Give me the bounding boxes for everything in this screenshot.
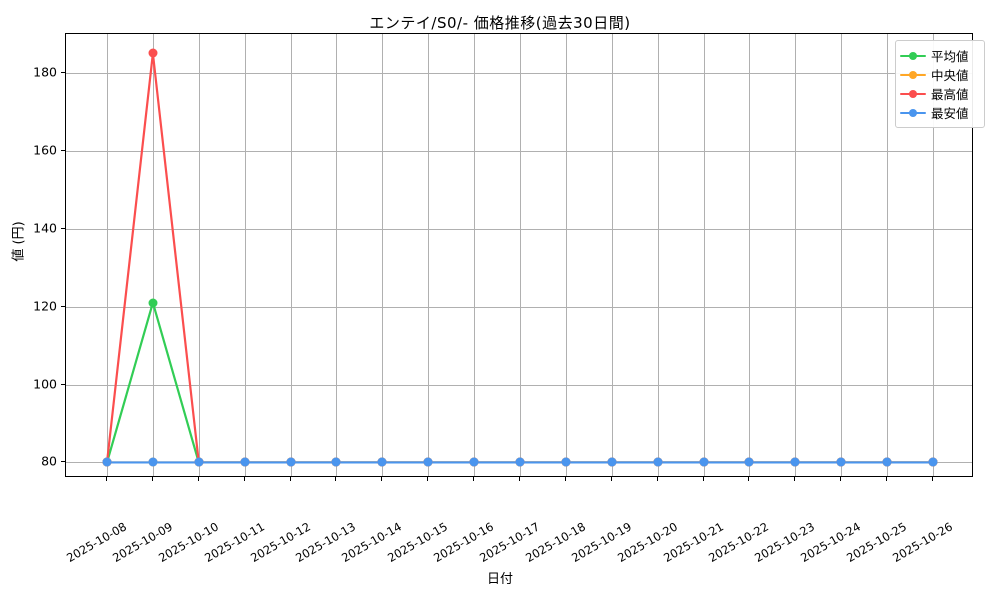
x-tick-mark bbox=[381, 477, 383, 481]
x-tick-mark bbox=[106, 477, 107, 481]
y-tick-label: 180 bbox=[33, 64, 57, 80]
legend-swatch-icon bbox=[900, 107, 926, 119]
data-point-marker bbox=[148, 298, 158, 308]
data-point-marker bbox=[790, 457, 800, 467]
y-gridline bbox=[66, 228, 972, 230]
x-gridline bbox=[336, 34, 338, 476]
legend-item-mean[interactable]: 平均値 bbox=[900, 46, 980, 65]
plot-area bbox=[65, 33, 973, 477]
data-point-marker bbox=[148, 457, 158, 467]
x-gridline bbox=[749, 34, 751, 476]
data-layer bbox=[66, 34, 972, 476]
x-gridline bbox=[474, 34, 476, 476]
x-tick-mark bbox=[702, 477, 704, 481]
x-tick-mark bbox=[197, 477, 199, 481]
x-gridline bbox=[382, 34, 384, 476]
x-gridline bbox=[198, 34, 200, 476]
data-point-marker bbox=[699, 457, 709, 467]
legend-swatch-icon bbox=[900, 69, 926, 81]
y-tick-mark bbox=[61, 149, 65, 151]
x-gridline bbox=[933, 34, 934, 476]
data-point-marker bbox=[286, 457, 296, 467]
x-gridline bbox=[841, 34, 843, 476]
y-tick-label: 100 bbox=[33, 376, 57, 392]
data-point-marker bbox=[148, 48, 158, 58]
data-point-marker bbox=[561, 457, 571, 467]
x-tick-mark bbox=[840, 477, 842, 481]
data-point-marker bbox=[928, 457, 938, 467]
y-tick-label: 80 bbox=[41, 453, 57, 469]
y-gridline bbox=[66, 72, 972, 74]
x-tick-mark bbox=[610, 477, 612, 481]
x-tick-mark bbox=[748, 477, 750, 481]
data-point-marker bbox=[331, 457, 341, 467]
x-tick-mark bbox=[289, 477, 291, 481]
x-gridline bbox=[152, 34, 154, 476]
y-tick-mark bbox=[61, 305, 65, 307]
legend-label: 平均値 bbox=[931, 49, 969, 64]
series-line bbox=[105, 301, 935, 464]
data-point-marker bbox=[423, 457, 433, 467]
x-tick-mark bbox=[473, 477, 475, 481]
legend-label: 最高値 bbox=[931, 87, 969, 102]
x-gridline bbox=[657, 34, 659, 476]
x-gridline bbox=[107, 34, 108, 476]
data-point-marker bbox=[469, 457, 479, 467]
y-tick-mark bbox=[61, 71, 65, 73]
data-point-marker bbox=[240, 457, 250, 467]
data-point-marker bbox=[102, 457, 112, 467]
x-gridline bbox=[565, 34, 567, 476]
legend-swatch-icon bbox=[900, 50, 926, 62]
data-point-marker bbox=[836, 457, 846, 467]
legend-label: 中央値 bbox=[931, 68, 969, 83]
x-tick-mark bbox=[151, 477, 153, 481]
y-gridline bbox=[66, 150, 972, 152]
x-tick-mark bbox=[564, 477, 566, 481]
x-gridline bbox=[887, 34, 889, 476]
x-gridline bbox=[428, 34, 430, 476]
y-gridline bbox=[66, 384, 972, 386]
x-axis-label: 日付 bbox=[486, 572, 513, 587]
legend-swatch-icon bbox=[900, 88, 926, 100]
series-lines bbox=[105, 52, 935, 464]
legend-item-min[interactable]: 最安値 bbox=[900, 103, 980, 122]
x-tick-mark bbox=[656, 477, 658, 481]
data-point-marker bbox=[377, 457, 387, 467]
x-gridline bbox=[703, 34, 705, 476]
x-tick-mark bbox=[886, 477, 888, 481]
x-tick-mark bbox=[427, 477, 429, 481]
y-tick-mark bbox=[61, 461, 65, 463]
x-tick-mark bbox=[243, 477, 245, 481]
legend-item-max[interactable]: 最高値 bbox=[900, 84, 980, 103]
x-tick-mark bbox=[794, 477, 796, 481]
legend-item-median[interactable]: 中央値 bbox=[900, 65, 980, 84]
chart-title: エンテイ/S0/- 価格推移(過去30日間) bbox=[369, 14, 631, 32]
data-point-marker bbox=[607, 457, 617, 467]
x-gridline bbox=[611, 34, 613, 476]
y-gridline bbox=[66, 306, 972, 308]
grid-layer bbox=[66, 34, 972, 476]
y-tick-label: 160 bbox=[33, 142, 57, 158]
x-gridline bbox=[244, 34, 246, 476]
y-tick-mark bbox=[61, 383, 65, 385]
x-tick-mark bbox=[519, 477, 520, 481]
x-tick-mark bbox=[335, 477, 337, 481]
data-point-marker bbox=[515, 457, 525, 467]
data-point-marker bbox=[882, 457, 892, 467]
y-tick-label: 120 bbox=[33, 298, 57, 314]
x-gridline bbox=[795, 34, 797, 476]
data-point-marker bbox=[194, 457, 204, 467]
y-tick-label: 140 bbox=[33, 220, 57, 236]
series-line bbox=[105, 52, 935, 464]
chart-legend: 平均値中央値最高値最安値 bbox=[895, 40, 985, 128]
x-tick-mark bbox=[932, 477, 933, 481]
legend-label: 最安値 bbox=[931, 106, 969, 121]
x-gridline bbox=[520, 34, 521, 476]
y-axis-label: 値 (円) bbox=[11, 221, 27, 262]
y-tick-mark bbox=[61, 227, 65, 229]
data-point-marker bbox=[744, 457, 754, 467]
data-point-marker bbox=[653, 457, 663, 467]
x-gridline bbox=[290, 34, 292, 476]
